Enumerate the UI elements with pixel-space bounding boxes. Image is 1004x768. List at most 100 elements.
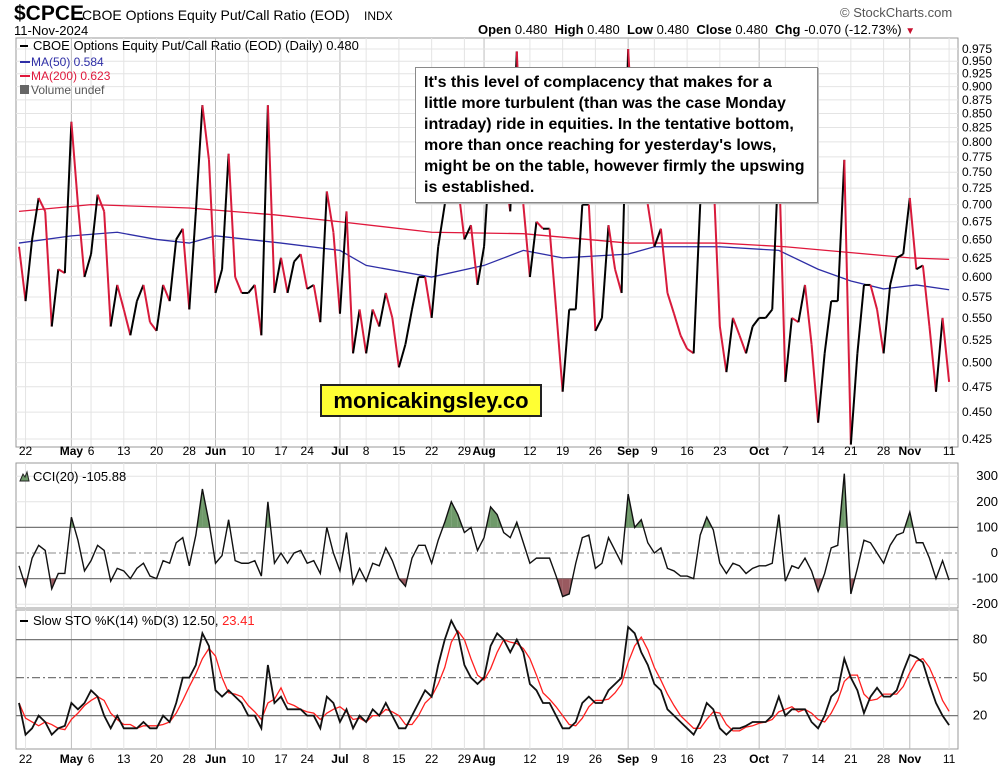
price-segment	[365, 309, 374, 354]
price-segment	[463, 224, 472, 240]
low-value: 0.480	[656, 22, 690, 37]
x-tick-label: 22	[425, 444, 439, 458]
price-segment	[692, 204, 702, 354]
price-segment	[823, 301, 833, 354]
price-segment	[76, 204, 86, 278]
price-segment	[44, 211, 53, 327]
price-segment	[535, 221, 544, 230]
symbol: $CPCE	[14, 2, 85, 25]
price-segment	[836, 159, 846, 302]
sto-k-line	[18, 618, 950, 737]
exchange: INDX	[364, 9, 393, 23]
x-tick-label: 13	[117, 444, 131, 458]
price-segment	[718, 326, 728, 373]
price-segment	[738, 334, 747, 354]
price-segment	[149, 321, 158, 332]
chart-date: 11-Nov-2024	[14, 23, 89, 38]
price-segment	[574, 204, 584, 310]
x-tick-label: 12	[523, 752, 537, 766]
y-tick-label: 0.475	[962, 380, 992, 394]
price-segment	[122, 309, 132, 336]
price-segment	[31, 197, 40, 240]
price-segment	[921, 265, 931, 327]
legend-ma50: MA(50) 0.584	[31, 55, 104, 69]
price-segment	[181, 228, 191, 310]
price-segment	[188, 211, 197, 310]
open-label: Open	[478, 22, 512, 37]
x-tick-label: Jun	[205, 752, 226, 766]
x-tick-label: 23	[713, 444, 727, 458]
x-tick-label: 24	[301, 752, 315, 766]
x-tick-label: Jul	[331, 752, 348, 766]
price-segment	[96, 194, 106, 212]
price-segment	[607, 225, 617, 270]
x-tick-label: Nov	[898, 444, 921, 458]
x-tick-label: 22	[19, 752, 33, 766]
price-segment	[168, 239, 178, 302]
y-tick-label: 0.625	[962, 251, 992, 265]
price-segment	[280, 257, 289, 294]
price-segment	[882, 284, 892, 354]
price-segment	[915, 264, 924, 271]
sto-y-label: 80	[973, 632, 987, 647]
price-segment	[57, 268, 66, 274]
price-segment	[63, 121, 73, 274]
x-tick-label: 23	[713, 752, 727, 766]
cci-legend: CCI(20) -105.88	[33, 469, 126, 484]
x-tick-label: Jul	[331, 444, 348, 458]
x-tick-label: 11	[943, 752, 956, 766]
price-segment	[437, 204, 446, 247]
price-segment	[751, 317, 760, 328]
x-tick-label: 9	[651, 444, 658, 458]
y-tick-label: 0.725	[962, 181, 992, 195]
symbol-description: CBOE Options Equity Put/Call Ratio (EOD)	[82, 7, 350, 23]
x-tick-label: 28	[183, 444, 197, 458]
x-tick-label: 29	[458, 444, 472, 458]
price-segment	[142, 284, 151, 323]
sto-d-value: 23.41	[218, 613, 254, 628]
y-tick-label: 0.600	[962, 270, 992, 284]
panel-frame-1	[15, 462, 959, 609]
price-segment	[725, 317, 734, 373]
brand-link[interactable]: © StockCharts.com	[840, 5, 953, 20]
x-tick-label: 19	[556, 752, 570, 766]
cci-y-label: -100	[972, 571, 998, 586]
price-segment	[935, 317, 944, 392]
price-segment	[791, 317, 799, 324]
price-segment	[352, 309, 361, 354]
x-tick-label: 7	[782, 444, 789, 458]
x-tick-label: 9	[651, 752, 658, 766]
volume-icon	[20, 85, 29, 94]
price-segment	[476, 246, 486, 286]
price-segment	[424, 276, 433, 319]
price-segment	[384, 292, 394, 319]
x-tick-label: 7	[782, 752, 789, 766]
triangle-down-icon: ▼	[905, 26, 916, 37]
price-segment	[103, 211, 112, 327]
panel-frame-2	[15, 609, 959, 750]
x-tick-label: 10	[242, 444, 256, 458]
price-segment	[876, 309, 885, 354]
sto-y-label: 20	[973, 708, 987, 723]
high-label: High	[554, 22, 584, 37]
price-segment	[600, 225, 610, 318]
cci-extreme-fill	[562, 578, 570, 597]
price-segment	[207, 159, 217, 294]
x-tick-label: 13	[117, 752, 131, 766]
x-tick-label: 17	[274, 444, 288, 458]
x-tick-label: May	[60, 444, 84, 458]
price-segment	[797, 284, 806, 323]
price-segment	[378, 292, 387, 327]
x-tick-label: 29	[458, 752, 472, 766]
price-segment	[928, 326, 937, 392]
price-segment	[18, 246, 27, 302]
price-segment	[843, 159, 852, 445]
price-segment	[312, 284, 322, 323]
price-segment	[50, 269, 60, 327]
price-segment	[135, 284, 145, 302]
open-value: 0.480	[514, 22, 548, 37]
price-segment	[555, 309, 564, 392]
y-tick-label: 0.450	[962, 405, 992, 419]
y-tick-label: 0.650	[962, 232, 992, 246]
annotation-box: It's this level of complacency that make…	[415, 67, 818, 203]
